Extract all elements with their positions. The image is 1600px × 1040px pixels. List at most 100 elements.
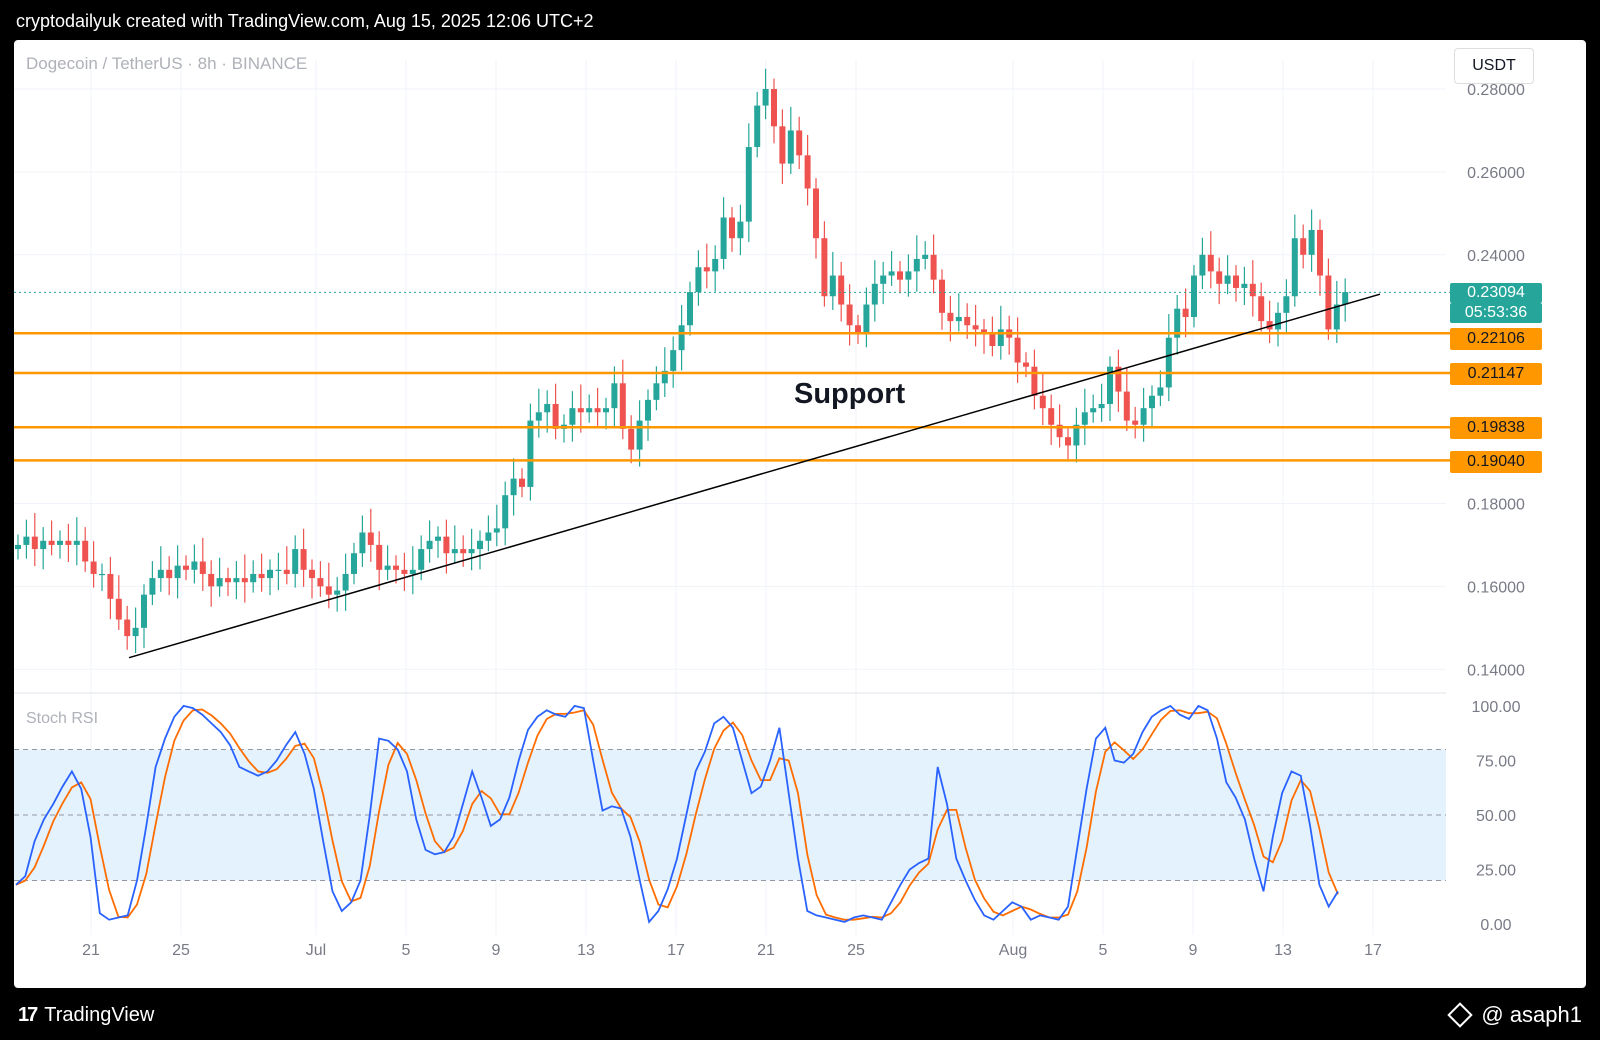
chart-frame[interactable]: 21 25 Jul 5 9 13 17 21 25 Aug 5 9 13 17 0.14000 0.16000…	[14, 40, 1586, 988]
candle-body	[233, 578, 240, 583]
stoch-k-line	[15, 704, 1339, 924]
candle-body	[40, 540, 47, 550]
support-annotation: Support	[794, 378, 906, 410]
candle-body	[1258, 296, 1265, 322]
candle-body	[729, 217, 735, 239]
candle-body	[838, 275, 845, 305]
candle-body	[376, 544, 383, 570]
candle-body	[905, 271, 912, 280]
candle-body	[1275, 312, 1281, 330]
y-tick-label: 0.14000	[1467, 662, 1525, 679]
candle-body	[678, 325, 685, 351]
candle-body	[1308, 229, 1315, 255]
candle-body	[628, 428, 635, 450]
countdown-tag: 05:53:36	[1450, 303, 1542, 323]
candle-body	[1207, 254, 1214, 272]
tradingview-logo-icon: 17	[18, 1004, 38, 1026]
candle-body	[208, 573, 215, 587]
candle-body	[309, 569, 315, 579]
candle-body	[745, 147, 752, 222]
candle-body	[989, 333, 996, 346]
candle-body	[199, 561, 206, 574]
candle-body	[23, 536, 30, 545]
candle-body	[855, 325, 861, 334]
candle-body	[477, 540, 483, 550]
candle-body	[1216, 271, 1223, 284]
candle-body	[1031, 366, 1038, 396]
candle-body	[846, 304, 853, 326]
candle-body	[1090, 408, 1097, 413]
x-tick-label: 25	[847, 942, 865, 959]
candle-body	[409, 569, 416, 574]
candle-body	[997, 329, 1004, 346]
attribution-text: cryptodailyuk created with TradingView.c…	[16, 11, 594, 31]
candle-body	[871, 283, 878, 305]
y-tick-label: 0.28000	[1467, 82, 1525, 99]
candle-body	[183, 565, 189, 570]
candle-body	[435, 536, 441, 541]
candle-body	[930, 254, 937, 280]
candle-body	[191, 561, 198, 570]
candle-body	[661, 370, 668, 384]
candle-body	[157, 569, 164, 579]
support-tag-4: 0.19040	[1450, 451, 1542, 473]
candle-body	[359, 532, 366, 554]
symbol-label: Dogecoin / TetherUS · 8h · BINANCE	[26, 54, 308, 73]
candle-body	[1149, 395, 1155, 409]
candle-body	[460, 549, 467, 554]
candle-body	[1283, 296, 1290, 313]
candle-body	[813, 188, 819, 239]
tradingview-logo-text: TradingView	[44, 1004, 155, 1026]
candle-body	[1199, 254, 1206, 276]
candle-body	[527, 420, 534, 487]
candle-body	[913, 258, 920, 272]
candle-body	[1157, 387, 1164, 396]
candle-body	[107, 573, 114, 599]
candle-body	[225, 578, 231, 583]
candle-body	[367, 532, 374, 545]
candle-body	[1073, 424, 1080, 446]
candle-body	[384, 565, 391, 570]
candle-body	[1123, 391, 1130, 421]
candle-body	[99, 573, 105, 576]
candle-body	[149, 578, 156, 595]
x-tick-label: 13	[1274, 942, 1292, 959]
candle-body	[939, 279, 945, 313]
candle-body	[216, 578, 223, 587]
candle-body	[418, 549, 425, 570]
candle-body	[1224, 275, 1231, 284]
candle-body	[342, 573, 349, 591]
candle-body	[292, 549, 299, 574]
candle-body	[283, 569, 290, 574]
candle-body	[1132, 420, 1139, 425]
candle-body	[603, 408, 609, 413]
osc-tick-label: 50.00	[1476, 808, 1516, 825]
x-tick-label: Jul	[306, 942, 326, 959]
chart-canvas[interactable]: 21 25 Jul 5 9 13 17 21 25 Aug 5 9 13 17 0.14000 0.16000…	[14, 40, 1586, 988]
candle-body	[653, 383, 660, 400]
candle-body	[48, 540, 55, 545]
diamond-icon	[1447, 1002, 1474, 1028]
candle-body	[426, 540, 433, 550]
x-tick-label: 17	[1364, 942, 1382, 959]
candle-body	[1140, 408, 1147, 425]
candle-body	[611, 383, 618, 409]
tradingview-logo[interactable]: 17 TradingView	[18, 1004, 154, 1027]
x-tick-label: 17	[667, 942, 685, 959]
candle-body	[737, 221, 744, 239]
candle-body	[31, 536, 38, 550]
y-tick-label: 0.16000	[1467, 579, 1525, 596]
footer-bar: 17 TradingView @ asaph1	[0, 988, 1600, 1040]
candle-body	[174, 565, 181, 579]
candle-body	[1115, 366, 1122, 392]
candle-body	[1182, 308, 1189, 317]
candle-body	[317, 578, 324, 587]
candle-body	[443, 536, 450, 554]
candle-body	[258, 573, 265, 579]
candle-body	[771, 89, 777, 127]
x-tick-label: 25	[172, 942, 190, 959]
currency-selector[interactable]: USDT	[1454, 48, 1534, 84]
candle-body	[1174, 308, 1181, 338]
candle-body	[267, 569, 273, 579]
candle-body	[922, 254, 929, 259]
